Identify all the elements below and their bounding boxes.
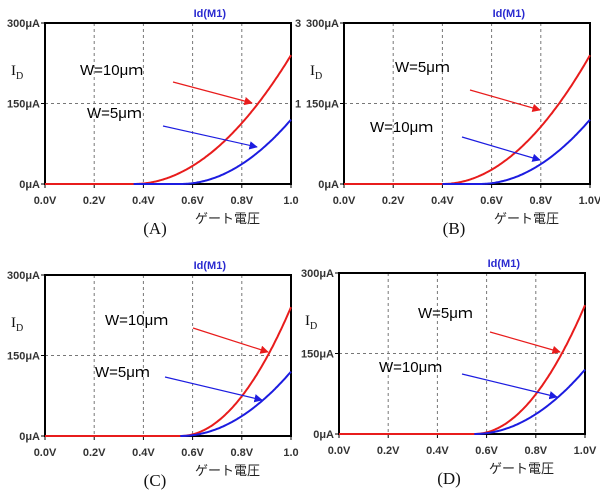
- x-axis-label: ゲート電圧: [494, 212, 559, 227]
- x-tick-label: 0.4V: [132, 447, 155, 459]
- y-tick-label: 0μA: [318, 179, 339, 191]
- x-axis-label: ゲート電圧: [195, 464, 260, 479]
- x-tick-label: 0.8V: [230, 195, 253, 207]
- panel-label: (C): [144, 471, 167, 490]
- panel-label: (D): [437, 469, 461, 488]
- annotation-arrow: [164, 376, 263, 403]
- x-tick-label: 0.6V: [181, 195, 204, 207]
- y-tick-label: 300μA: [306, 18, 339, 30]
- series-line-1: [180, 370, 292, 437]
- annotation-label: W=10μｍ: [370, 119, 433, 136]
- x-tick-label: 0.0V: [328, 445, 351, 457]
- x-tick-label: 1.0V: [579, 195, 600, 207]
- series-line-0: [45, 54, 292, 185]
- x-axis-label: ゲート電圧: [489, 462, 554, 477]
- y-axis-label: ID: [11, 315, 23, 334]
- panel-label: (B): [443, 219, 466, 238]
- panel-label: (A): [143, 219, 167, 238]
- annotation-arrow: [489, 331, 561, 354]
- x-tick-label: 0.8V: [230, 447, 253, 459]
- y-tick-label: 0μA: [19, 179, 40, 191]
- chart-title: Id(M1): [194, 8, 227, 20]
- y-tick-label: 150μA: [7, 99, 40, 111]
- chart-panel-c: 0.0V 0.2V 0.4V 0.6V 0.8V 1.0 0μA 150μA 300μA Id(M…: [7, 260, 299, 490]
- series-line-1: [133, 118, 292, 185]
- series-line-1: [442, 118, 591, 185]
- series-line-0: [339, 304, 586, 435]
- right-tick-label: 3: [295, 18, 301, 30]
- y-tick-label: 150μA: [301, 349, 334, 361]
- x-tick-label: 0.2V: [83, 195, 106, 207]
- x-tick-label: 0.2V: [83, 447, 106, 459]
- chart-panel-d: 0.0V 0.2V 0.4V 0.6V 0.8V 1.0V 0μA 150μA 300μA Id(…: [301, 258, 597, 488]
- y-tick-label: 0μA: [313, 429, 334, 441]
- y-tick-label: 150μA: [306, 99, 339, 111]
- right-tick-label: 1: [295, 99, 301, 111]
- annotation-label: W=10μｍ: [105, 312, 168, 329]
- annotation-arrow: [162, 125, 258, 150]
- y-tick-label: 300μA: [7, 18, 40, 30]
- x-tick-label: 0.6V: [480, 195, 503, 207]
- chart-title: Id(M1): [194, 260, 227, 272]
- chart-title: Id(M1): [493, 8, 526, 20]
- x-tick-label: 0.2V: [377, 445, 400, 457]
- series-line-1: [474, 368, 586, 435]
- annotation-label: W=5μｍ: [87, 105, 142, 122]
- x-tick-label: 1.0V: [574, 445, 597, 457]
- y-axis-label: ID: [305, 313, 317, 332]
- y-axis-label-subscript: D: [16, 323, 23, 334]
- chart-title: Id(M1): [488, 258, 521, 270]
- x-tick-label: 0.0V: [333, 195, 356, 207]
- x-tick-label: 0.2V: [382, 195, 405, 207]
- x-tick-label: 1.0: [283, 195, 298, 207]
- y-tick-label: 150μA: [7, 351, 40, 363]
- annotation-arrow: [461, 136, 541, 162]
- y-tick-label: 0μA: [19, 431, 40, 443]
- series-line-0: [344, 54, 591, 185]
- y-tick-label: 300μA: [301, 268, 334, 280]
- x-tick-label: 0.8V: [524, 445, 547, 457]
- x-tick-label: 1.0: [283, 447, 298, 459]
- x-tick-label: 0.4V: [431, 195, 454, 207]
- series-line-0: [45, 306, 292, 437]
- y-axis-label: ID: [11, 63, 23, 82]
- annotation-label: W=10μｍ: [379, 359, 442, 376]
- y-axis-label: ID: [310, 63, 322, 82]
- annotation-label: W=5μｍ: [395, 59, 450, 76]
- annotation-label: W=5μｍ: [418, 305, 473, 322]
- x-tick-label: 0.6V: [181, 447, 204, 459]
- x-tick-label: 0.4V: [426, 445, 449, 457]
- y-axis-label-subscript: D: [310, 321, 317, 332]
- x-tick-label: 0.0V: [34, 195, 57, 207]
- annotation-arrow: [469, 89, 541, 112]
- x-tick-label: 0.8V: [529, 195, 552, 207]
- x-axis-label: ゲート電圧: [195, 212, 260, 227]
- x-tick-label: 0.0V: [34, 447, 57, 459]
- annotation-arrow: [192, 327, 269, 354]
- annotation-label: W=10μｍ: [80, 62, 143, 79]
- y-tick-label: 300μA: [7, 270, 40, 282]
- annotation-arrow: [461, 373, 558, 400]
- annotation-arrow: [172, 81, 253, 106]
- x-tick-label: 0.4V: [132, 195, 155, 207]
- chart-panel-a: 0.0V 0.2V 0.4V 0.6V 0.8V 1.0 0μA 150μA 300μA 3 1 Id…: [7, 8, 301, 238]
- chart-panel-b: 0.0V 0.2V 0.4V 0.6V 0.8V 1.0V 0μA 150μA 300μA Id(…: [306, 8, 600, 238]
- annotation-label: W=5μｍ: [95, 364, 150, 381]
- x-tick-label: 0.6V: [475, 445, 498, 457]
- y-axis-label-subscript: D: [315, 71, 322, 82]
- y-axis-label-subscript: D: [16, 71, 23, 82]
